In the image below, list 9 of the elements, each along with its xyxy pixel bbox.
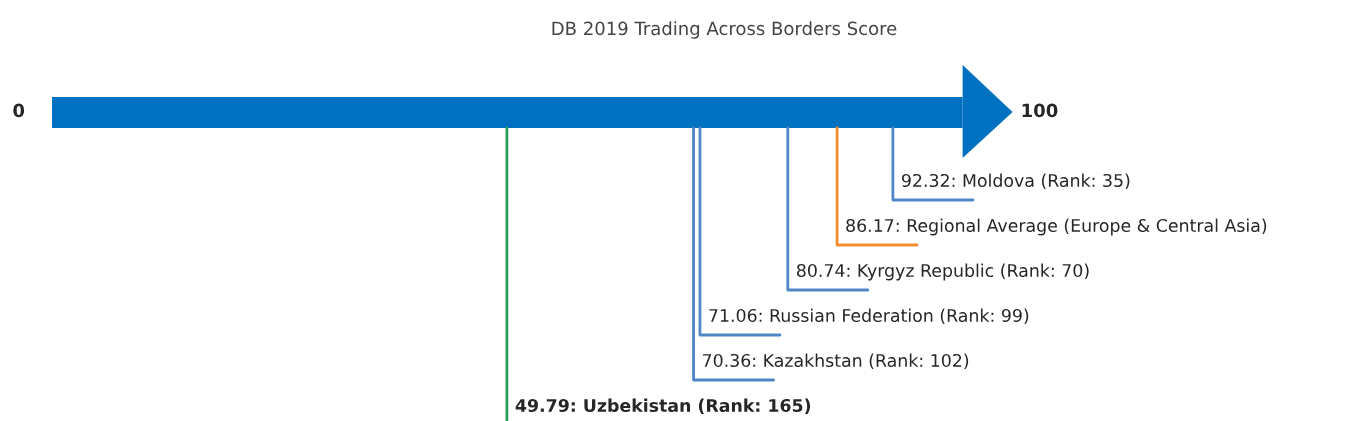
text: DB 2019 Trading Across Borders Score [552, 21, 897, 39]
data-label: 86.17: Regional Average (Europe & Central Asia) [846, 218, 1267, 236]
text: 100 [1022, 103, 1058, 118]
data-label: 71.06: Russian Federation (Rank: 99) [709, 308, 1029, 325]
text: 0 [13, 103, 25, 118]
data-label: 80.74: Kyrgyz Republic (Rank: 70) [796, 263, 1089, 281]
data-label: 70.36: Kazakhstan (Rank: 102) [703, 353, 969, 370]
data-label: 92.32: Moldova (Rank: 35) [901, 173, 1130, 190]
data-label: 49.79: Uzbekistan (Rank: 165) [515, 398, 811, 415]
